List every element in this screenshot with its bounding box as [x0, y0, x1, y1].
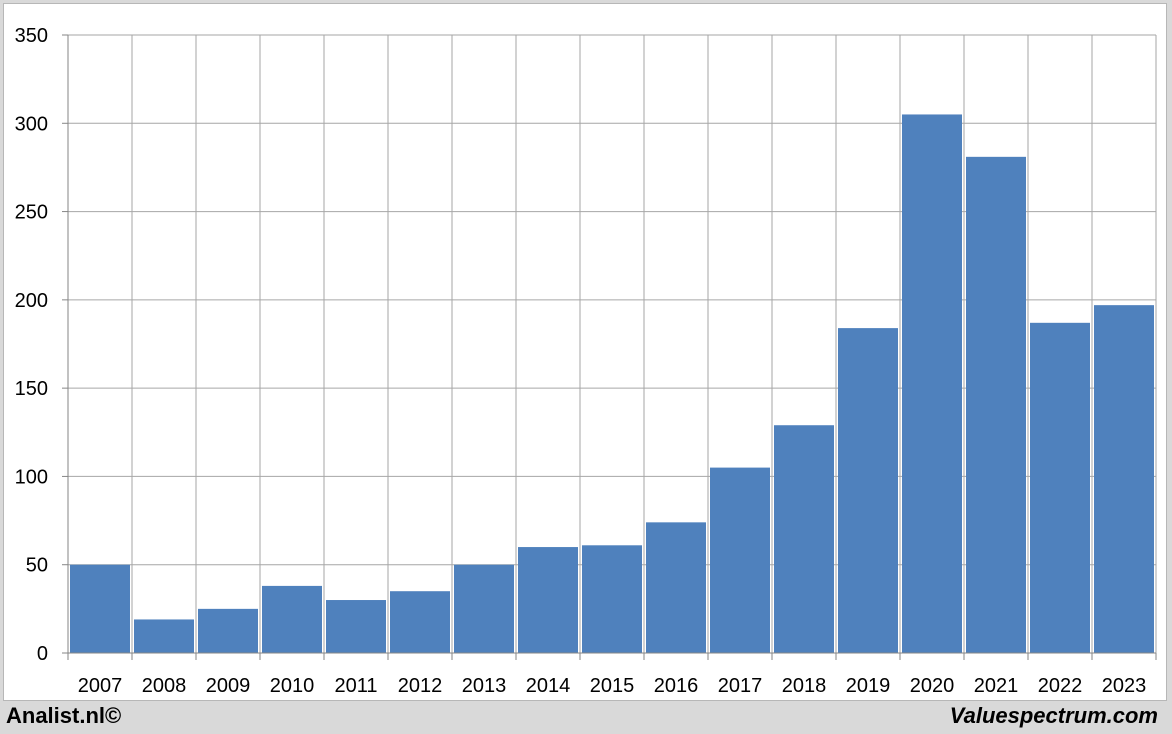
x-tick-labels: 2007 2008 2009 2010 2011 2012 2013 2014 2015 2016…: [78, 675, 1147, 697]
bars: [70, 114, 1154, 653]
bar-2018: [774, 425, 834, 653]
bar-2014: [518, 547, 578, 653]
bar-2021: [966, 156, 1026, 653]
y-tick-label: 300: [15, 113, 48, 135]
bar-2015: [582, 545, 642, 653]
x-tick-label: 2010: [270, 675, 315, 697]
x-tick-label: 2020: [910, 675, 955, 697]
x-tick-label: 2015: [590, 675, 635, 697]
bar-2009: [198, 608, 258, 653]
x-tick-label: 2022: [1038, 675, 1083, 697]
y-tick-label: 50: [26, 555, 48, 577]
bar-2011: [326, 600, 386, 653]
x-tick-label: 2018: [782, 675, 827, 697]
grid-lines: [67, 34, 1157, 654]
bar-2019: [838, 328, 898, 653]
x-tick-label: 2013: [462, 675, 507, 697]
bar-2013: [454, 564, 514, 653]
x-tick-label: 2009: [206, 675, 251, 697]
x-tick-label: 2019: [846, 675, 891, 697]
y-tick-label: 350: [15, 25, 48, 47]
x-tick-label: 2017: [718, 675, 763, 697]
y-tick-label: 250: [15, 202, 48, 224]
bar-2012: [390, 591, 450, 653]
y-tick-labels: 0 50 100 150 200 250 300 350: [15, 25, 48, 665]
x-tick-label: 2011: [334, 675, 377, 697]
bar-2007: [70, 564, 130, 653]
footer-brand-left: Analist.nl©: [6, 703, 122, 728]
x-tick-label: 2014: [526, 675, 571, 697]
bar-2022: [1030, 322, 1090, 653]
y-tick-label: 100: [15, 466, 48, 488]
x-tick-label: 2023: [1102, 675, 1147, 697]
x-tick-label: 2008: [142, 675, 187, 697]
bar-2020: [902, 114, 962, 653]
bar-2023: [1094, 305, 1154, 653]
y-tick-label: 150: [15, 378, 48, 400]
x-tick-label: 2021: [974, 675, 1019, 697]
x-tick-label: 2012: [398, 675, 443, 697]
chart-panel: 0 50 100 150 200 250 300 350 2007 2008 2009 2010 20…: [3, 3, 1167, 701]
bar-2017: [710, 467, 770, 653]
x-tick-label: 2007: [78, 675, 123, 697]
bar-2008: [134, 619, 194, 653]
axes: [62, 34, 1157, 660]
bar-2010: [262, 585, 322, 653]
x-tick-label: 2016: [654, 675, 699, 697]
bar-2016: [646, 522, 706, 653]
y-tick-label: 200: [15, 290, 48, 312]
footer-brand-right: Valuespectrum.com: [949, 703, 1158, 728]
y-tick-label: 0: [37, 643, 48, 665]
